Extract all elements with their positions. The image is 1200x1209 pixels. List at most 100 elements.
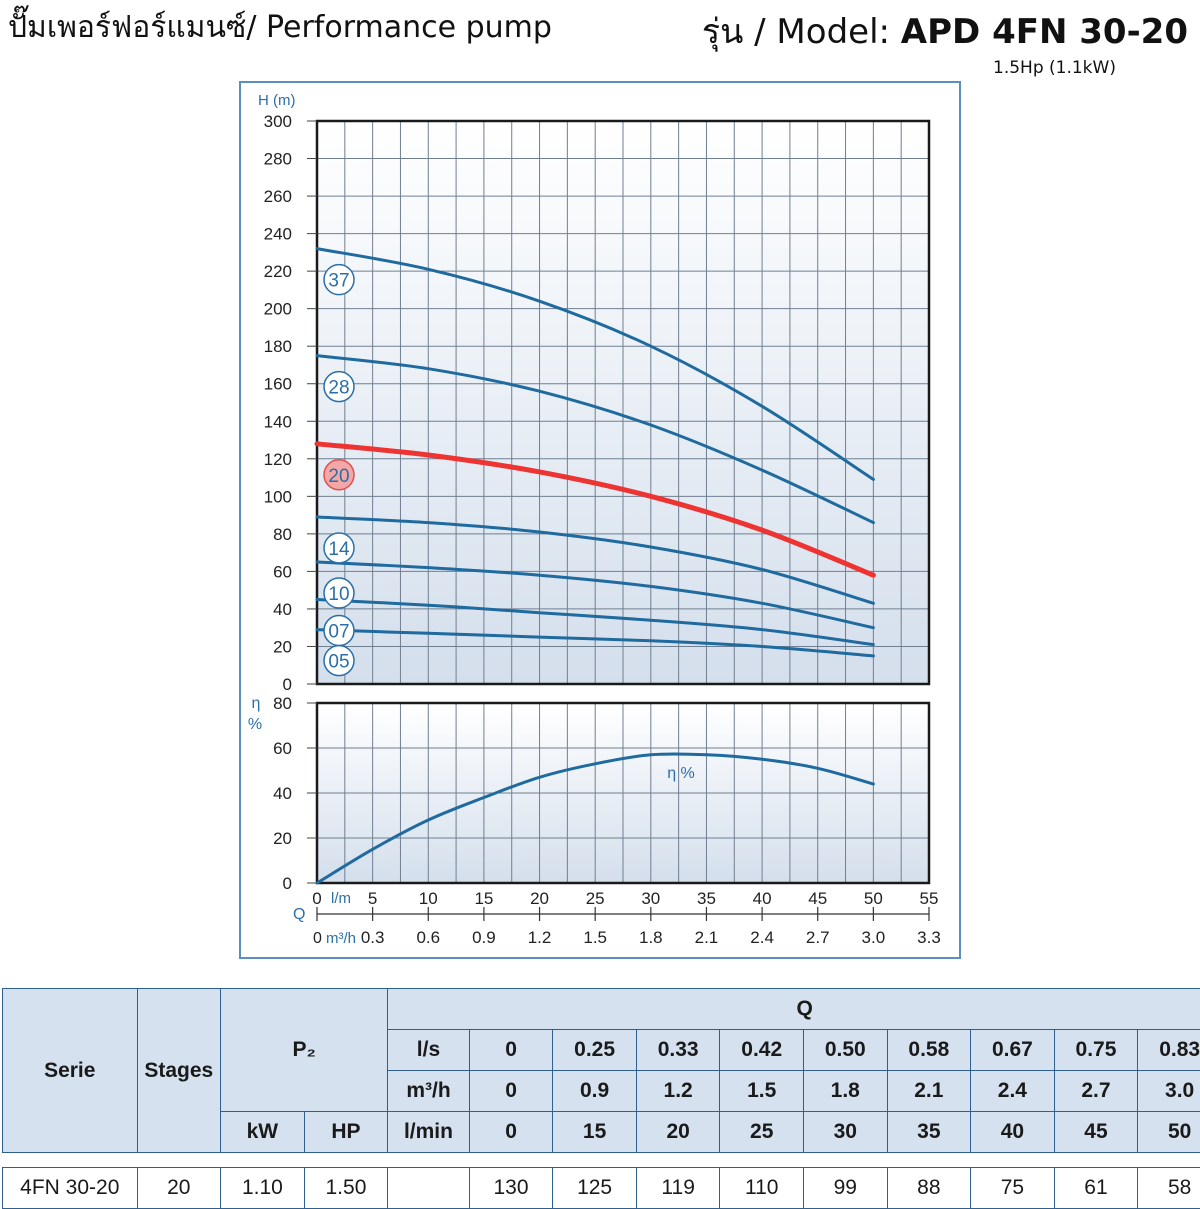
head-value-cell: 88	[886, 1167, 972, 1209]
ls-cell: 0.25	[552, 1029, 637, 1071]
flow-m3h-tick-label: 1.2	[528, 928, 552, 947]
y-tick-label: 280	[264, 150, 292, 169]
flow-m3h-tick-label: 2.1	[695, 928, 719, 947]
head-value-cell: 119	[635, 1167, 721, 1209]
head-value-cell: 61	[1053, 1167, 1139, 1209]
y-tick-label: 40	[273, 784, 292, 803]
y-tick-label: 100	[264, 487, 292, 506]
serie-cell: 4FN 30-20	[2, 1167, 138, 1209]
stage-label-circle	[323, 577, 355, 609]
m3h-cell: 0.9	[552, 1070, 637, 1112]
flow-lpm-tick-label: 10	[419, 889, 438, 908]
stages-cell: 20	[136, 1167, 222, 1209]
flow-m3h-tick-label: 1.8	[639, 928, 663, 947]
flow-lpm-tick-label: 55	[920, 889, 939, 908]
ls-cell: 0.67	[970, 1029, 1055, 1071]
flow-m3h-tick-label: 2.7	[806, 928, 830, 947]
flow-m3h-tick-label: 3.0	[862, 928, 886, 947]
efficiency-curve-label: η %	[667, 765, 695, 782]
series-line-	[315, 752, 875, 885]
stage-label-text: 05	[328, 652, 349, 673]
stage-label-circle	[323, 370, 355, 403]
head-value-cell: 130	[468, 1167, 554, 1209]
plot-border	[315, 119, 931, 686]
flow-m3h-tick-label: 0.3	[361, 928, 385, 947]
flow-lpm-tick-label: 30	[641, 889, 660, 908]
power-rating: 1.5Hp (1.1kW)	[993, 58, 1116, 78]
m3h-unit-label: m³/h	[387, 1070, 470, 1112]
ls-cell: 0.83	[1137, 1029, 1200, 1071]
flow-m3h-tick-label: 0.9	[472, 928, 496, 947]
stage-label-text: 10	[328, 584, 349, 605]
m3h-cell: 2.1	[886, 1070, 972, 1112]
hp-header: HP	[303, 1111, 389, 1153]
kw-header: kW	[220, 1111, 305, 1153]
y-tick-label: 220	[264, 262, 292, 281]
y-tick-label: 0	[283, 675, 292, 694]
q-header: Q	[387, 988, 1200, 1030]
lmin-cell: 20	[635, 1111, 721, 1153]
lmin-cell: 25	[719, 1111, 804, 1153]
stage-label-05: 05	[323, 644, 355, 677]
ls-cell: 0.33	[635, 1029, 721, 1071]
y-tick-label: 180	[264, 337, 292, 356]
stage-label-circle	[323, 263, 355, 296]
y-tick-label: 260	[264, 187, 292, 206]
y-tick-label: 240	[264, 225, 292, 244]
flow-m3h-tick-label: 1.5	[583, 928, 607, 947]
flow-lpm-unit-label: l/m	[331, 890, 351, 907]
unit-blank-cell	[387, 1167, 470, 1209]
series-line-05	[315, 628, 875, 658]
lmin-cell: 45	[1053, 1111, 1139, 1153]
series-line-10	[315, 560, 875, 630]
stage-label-28: 28	[323, 370, 355, 403]
performance-chart: 0204060801001201401601802002202402602803…	[239, 81, 961, 959]
lmin-cell: 15	[552, 1111, 637, 1153]
model-title: รุ่น / Model: APD 4FN 30-20	[702, 4, 1188, 58]
series-line-20	[314, 441, 876, 578]
head-value-cell: 58	[1137, 1167, 1200, 1209]
kw-cell: 1.10	[220, 1167, 305, 1209]
ls-unit-label: l/s	[387, 1029, 470, 1071]
hp-cell: 1.50	[303, 1167, 389, 1209]
y-tick-label: 160	[264, 375, 292, 394]
head-value-cell: 75	[970, 1167, 1055, 1209]
flow-m3h-tick-label: 0.6	[416, 928, 440, 947]
model-prefix: รุ่น / Model:	[701, 12, 901, 52]
lmin-unit-label: l/min	[387, 1111, 470, 1153]
y-tick-label: 20	[273, 637, 292, 656]
stage-label-text: 07	[328, 622, 349, 643]
flow-lpm-tick-label: 5	[368, 889, 377, 908]
flow-m3h-tick-label: 3.3	[917, 928, 941, 947]
flow-m3h-tick-label: 2.4	[750, 928, 774, 947]
efficiency-axis-label-eta: η	[252, 695, 261, 712]
y-tick-label: 20	[273, 829, 292, 848]
lmin-cell: 35	[886, 1111, 972, 1153]
y-tick-label: 40	[273, 600, 292, 619]
y-tick-label: 200	[264, 300, 292, 319]
m3h-cell: 3.0	[1137, 1070, 1200, 1112]
flow-lpm-tick-label: 35	[697, 889, 716, 908]
ls-cell: 0	[468, 1029, 554, 1071]
m3h-cell: 1.5	[719, 1070, 804, 1112]
m3h-cell: 0	[468, 1070, 554, 1112]
stage-label-text: 37	[328, 271, 349, 292]
flow-m3h-tick-label: 0	[313, 930, 322, 947]
m3h-cell: 2.4	[970, 1070, 1055, 1112]
stage-label-text: 28	[328, 378, 349, 399]
stage-label-text: 14	[328, 539, 350, 560]
m3h-cell: 1.8	[803, 1070, 888, 1112]
stage-label-37: 37	[323, 263, 355, 296]
lmin-cell: 50	[1137, 1111, 1200, 1153]
flow-lpm-tick-label: 20	[530, 889, 549, 908]
stage-label-text: 20	[328, 466, 349, 487]
y-tick-label: 80	[273, 525, 292, 544]
y-tick-label: 60	[273, 739, 292, 758]
y-tick-label: 80	[273, 694, 292, 713]
ls-cell: 0.42	[719, 1029, 804, 1071]
lmin-cell: 0	[468, 1111, 554, 1153]
flow-lpm-tick-label: 0	[312, 889, 321, 908]
y-tick-label: 0	[283, 874, 292, 893]
y-tick-label: 120	[264, 450, 292, 469]
flow-lpm-tick-label: 15	[474, 889, 493, 908]
